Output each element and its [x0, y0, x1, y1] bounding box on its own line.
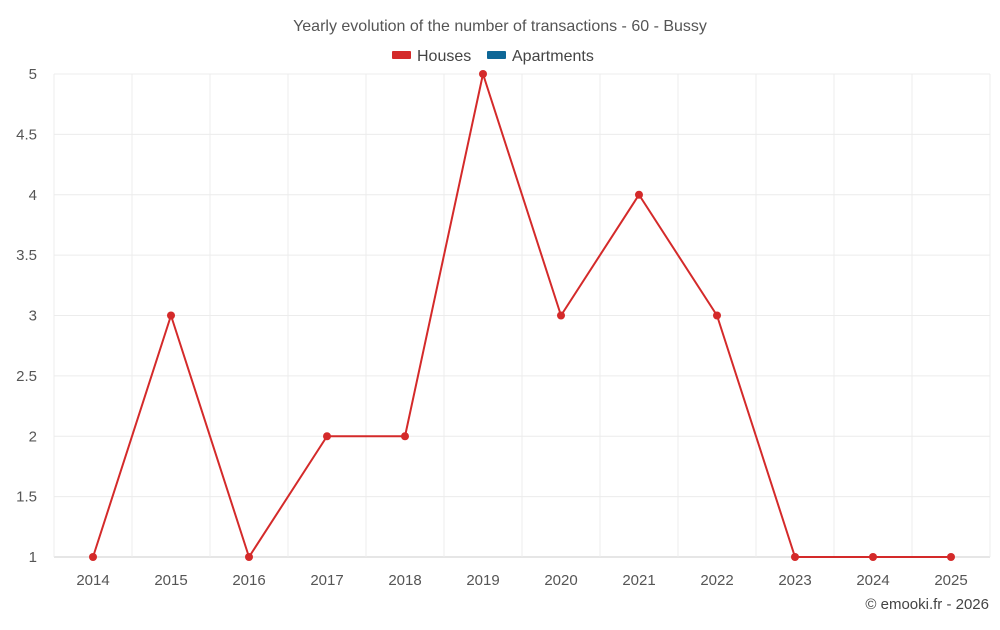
data-point-houses[interactable]: [713, 311, 721, 320]
data-point-houses[interactable]: [245, 553, 253, 561]
series-line-houses: [92, 73, 951, 558]
data-point-houses[interactable]: [323, 432, 331, 441]
y-axis: 1 1.5 2 2.5 3 3.5 4 4.5 5: [16, 66, 37, 566]
x-tick-label: 2024: [856, 572, 889, 589]
y-tick-label: 5: [29, 66, 37, 83]
series-layer: [89, 70, 955, 561]
credit-text: © emooki.fr - 2026: [865, 596, 989, 613]
data-point-houses[interactable]: [401, 432, 409, 441]
data-point-houses[interactable]: [947, 553, 955, 561]
x-tick-label: 2015: [154, 572, 187, 589]
x-tick-label: 2022: [700, 572, 733, 589]
x-tick-label: 2025: [934, 572, 967, 589]
x-tick-label: 2017: [310, 572, 343, 589]
y-tick-label: 3.5: [16, 247, 37, 264]
legend-label-apartments: Apartments: [512, 48, 594, 65]
y-tick-label: 3: [29, 308, 37, 325]
x-tick-label: 2019: [466, 572, 499, 589]
y-tick-label: 4: [29, 187, 37, 204]
chart-title: Yearly evolution of the number of transa…: [293, 18, 707, 35]
y-tick-label: 2: [29, 428, 37, 445]
data-point-houses[interactable]: [869, 553, 877, 561]
legend-item-houses[interactable]: Houses: [392, 48, 471, 65]
y-tick-label: 1.5: [16, 489, 37, 506]
legend-swatch-houses: [392, 51, 411, 59]
legend-swatch-apartments: [487, 51, 506, 59]
x-tick-label: 2020: [544, 572, 577, 589]
data-point-houses[interactable]: [791, 553, 799, 561]
grid: [53, 73, 991, 558]
y-tick-label: 2.5: [16, 368, 37, 385]
data-point-houses[interactable]: [89, 553, 97, 561]
x-axis: 2014 2015 2016 2017 2018 2019 2020 2021 2022 2023…: [76, 572, 967, 589]
y-tick-label: 4.5: [16, 126, 37, 143]
data-point-houses[interactable]: [557, 311, 565, 320]
data-point-houses[interactable]: [167, 311, 175, 320]
x-tick-label: 2021: [622, 572, 655, 589]
x-tick-label: 2018: [388, 572, 421, 589]
legend-label-houses: Houses: [417, 48, 471, 65]
legend-item-apartments[interactable]: Apartments: [487, 48, 594, 65]
data-point-houses[interactable]: [479, 70, 487, 78]
x-tick-label: 2014: [76, 572, 109, 589]
y-tick-label: 1: [29, 549, 37, 566]
legend[interactable]: Houses Apartments: [392, 48, 594, 65]
data-point-houses[interactable]: [635, 190, 643, 199]
x-tick-label: 2016: [232, 572, 265, 589]
x-tick-label: 2023: [778, 572, 811, 589]
